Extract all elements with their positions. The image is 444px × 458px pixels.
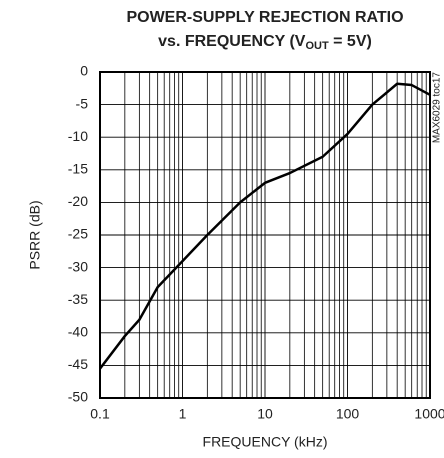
plot-frame xyxy=(99,71,431,399)
subtitle-text: vs. FREQUENCY (V xyxy=(158,33,306,50)
x-tick-label: 100 xyxy=(336,406,360,422)
x-axis-label: FREQUENCY (kHz) xyxy=(203,434,328,450)
chart-subtitle: vs. FREQUENCY (VOUT = 5V) xyxy=(158,33,372,52)
y-tick-label: -10 xyxy=(68,128,88,144)
y-tick-label: -25 xyxy=(68,226,88,242)
y-tick-label: -5 xyxy=(76,95,89,111)
annotation: MAX6029 toc17 xyxy=(432,72,443,144)
y-tick-label: -30 xyxy=(68,258,88,274)
y-tick-label: 0 xyxy=(80,63,88,79)
x-tick-label: 0.1 xyxy=(90,406,110,422)
y-tick-label: -45 xyxy=(68,356,88,372)
y-tick-label: -35 xyxy=(68,291,88,307)
subtitle-subscript: OUT xyxy=(305,40,329,52)
y-axis-label: PSRR (dB) xyxy=(27,200,43,269)
x-tick-label: 10 xyxy=(257,406,273,422)
x-tick-label: 1 xyxy=(179,406,187,422)
data-line xyxy=(99,82,431,370)
subtitle-text: = 5V) xyxy=(329,33,372,50)
y-tick-label: -50 xyxy=(68,389,88,405)
y-tick-label: -20 xyxy=(68,193,88,209)
y-tick-label: -15 xyxy=(68,161,88,177)
x-tick-label: 1000 xyxy=(414,406,444,422)
y-tick-label: -40 xyxy=(68,324,88,340)
chart-title: POWER-SUPPLY REJECTION RATIO xyxy=(126,9,403,26)
